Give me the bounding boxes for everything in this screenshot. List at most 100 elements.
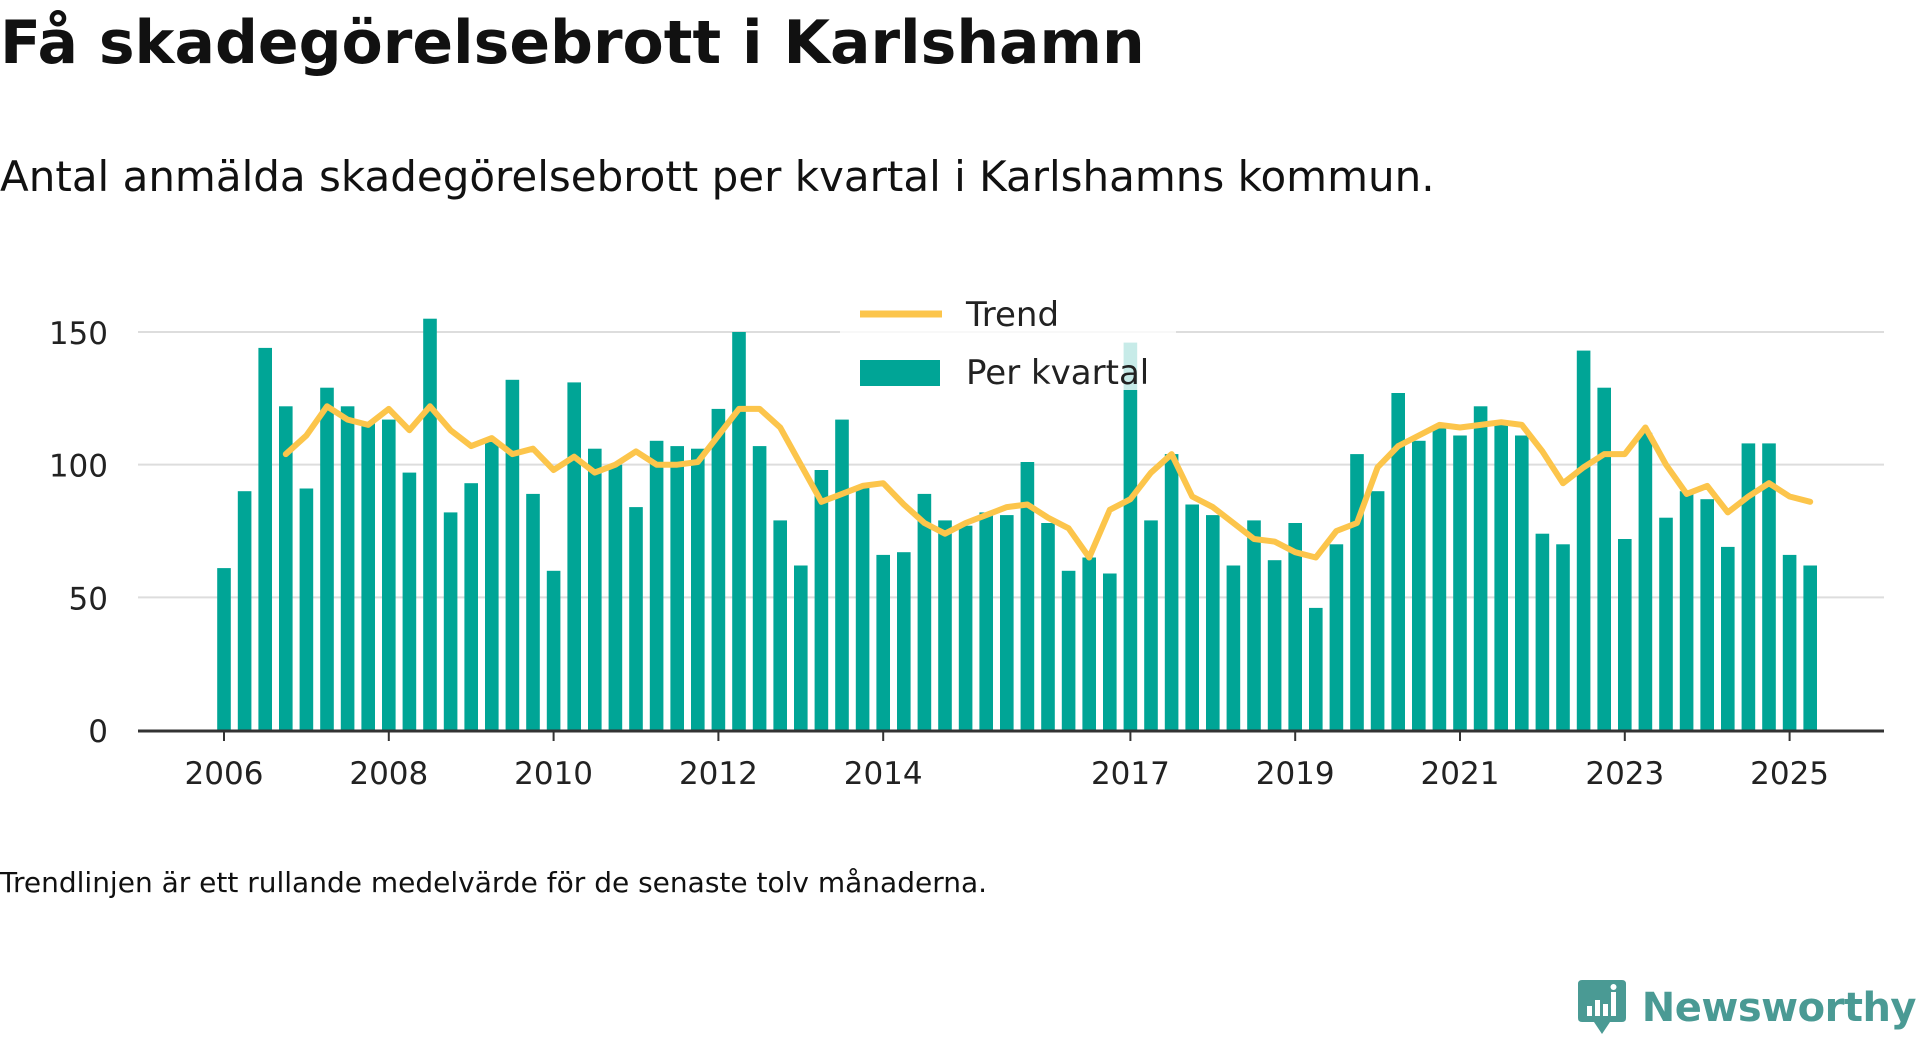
legend-trend-label: Trend (965, 295, 1059, 335)
bar (1144, 520, 1158, 730)
bar (1556, 544, 1570, 730)
bar (1659, 517, 1673, 730)
x-tick-label: 2012 (679, 756, 758, 792)
bar (608, 464, 623, 730)
bar (299, 488, 314, 730)
chart-subtitle: Antal anmälda skadegörelsebrott per kvar… (0, 152, 1435, 201)
bar (1473, 406, 1488, 730)
bar (1494, 422, 1508, 730)
bar (402, 472, 417, 730)
bar (1597, 387, 1611, 730)
bar (237, 491, 252, 730)
bar (1041, 523, 1055, 730)
trend-line (282, 403, 1814, 561)
bar (320, 387, 334, 730)
brand-logo: Newsworthy (1576, 976, 1917, 1040)
bar (1103, 573, 1117, 730)
bar (279, 406, 293, 730)
x-tick-label: 2023 (1585, 756, 1664, 792)
bar (1288, 523, 1302, 730)
bar-layer (217, 318, 1817, 730)
chart-area: 0 50 100 150 2006 2008 2010 2012 2014 2017 2019 202… (0, 260, 1920, 820)
bar (1700, 499, 1714, 730)
bar (1185, 504, 1199, 730)
bar (1309, 607, 1323, 730)
bar (794, 565, 808, 730)
bar (917, 493, 932, 730)
bar (258, 347, 272, 730)
bar (814, 470, 829, 730)
bar (1206, 515, 1220, 730)
bar (876, 554, 890, 730)
bar (691, 448, 705, 730)
bar (938, 520, 952, 730)
bar (897, 552, 911, 730)
x-tick-label: 2019 (1256, 756, 1335, 792)
bar (505, 379, 520, 730)
bar (1453, 435, 1467, 730)
trend-layer (282, 403, 1814, 561)
bar (1618, 539, 1632, 730)
bar (485, 440, 499, 730)
bar (732, 332, 746, 730)
bar (382, 419, 396, 730)
bar (1741, 443, 1756, 730)
bar (1432, 427, 1447, 730)
x-tick-label: 2025 (1750, 756, 1829, 792)
bar (1391, 393, 1405, 730)
x-tick-label: 2017 (1091, 756, 1170, 792)
bar (1515, 435, 1529, 730)
bar (1267, 560, 1282, 730)
bar (1329, 544, 1344, 730)
bar-line-chart: 0 50 100 150 2006 2008 2010 2012 2014 2017 2019 202… (49, 288, 1884, 792)
bar (1535, 533, 1550, 730)
bar (546, 570, 561, 730)
bar (340, 406, 355, 730)
bar (1123, 342, 1138, 730)
bar (567, 382, 581, 730)
x-tick-label: 2014 (844, 756, 923, 792)
bar (588, 448, 602, 730)
bar (361, 422, 375, 730)
bar (1020, 462, 1035, 730)
y-tick-label: 150 (49, 316, 108, 352)
bar (1721, 546, 1735, 730)
x-tick-label: 2021 (1421, 756, 1500, 792)
bar (1164, 454, 1179, 730)
bar (1679, 491, 1694, 730)
footnote: Trendlinjen är ett rullande medelvärde f… (0, 866, 988, 899)
bar (1762, 443, 1776, 730)
bar (1370, 491, 1385, 730)
chart-title: Få skadegörelsebrott i Karlshamn (0, 8, 1145, 78)
axis-layer: 0 50 100 150 2006 2008 2010 2012 2014 2017 2019 202… (49, 316, 1884, 792)
bar (649, 440, 664, 730)
y-tick-label: 50 (69, 581, 108, 617)
x-tick-label: 2010 (514, 756, 593, 792)
bar (979, 512, 993, 730)
bar (443, 512, 458, 730)
bar (1638, 432, 1653, 730)
brand-name: Newsworthy (1641, 985, 1917, 1031)
bar (1061, 570, 1076, 730)
bar (835, 419, 849, 730)
legend-bar-swatch (860, 360, 940, 386)
bar (1350, 454, 1364, 730)
newsworthy-logo-icon (1577, 980, 1626, 1034)
legend-bar-label: Per kvartal (966, 353, 1149, 393)
bar (711, 408, 726, 730)
bar (752, 446, 767, 730)
bar (629, 507, 643, 730)
legend: Trend Per kvartal (840, 288, 1176, 393)
bar (1000, 515, 1014, 730)
bar (526, 493, 540, 730)
x-tick-label: 2006 (185, 756, 264, 792)
bar (1247, 520, 1261, 730)
y-tick-label: 0 (88, 714, 108, 750)
bar (423, 318, 437, 730)
bar (958, 525, 973, 730)
bar (773, 520, 787, 730)
y-tick-label: 100 (49, 449, 108, 485)
bar (1412, 440, 1426, 730)
bar (670, 446, 684, 730)
bar (855, 485, 870, 730)
